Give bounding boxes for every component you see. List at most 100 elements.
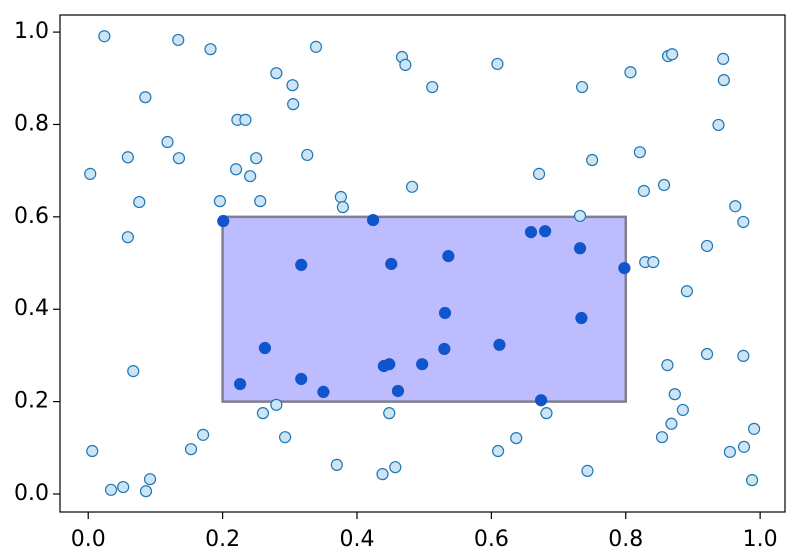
point (239, 113, 252, 126)
point (491, 57, 504, 71)
point (405, 180, 419, 193)
point (172, 33, 185, 47)
point (723, 445, 737, 459)
point (747, 422, 761, 435)
selected-point (438, 306, 452, 320)
point (121, 231, 134, 244)
point (532, 167, 546, 180)
point (270, 67, 283, 80)
point (389, 461, 402, 474)
selected-point (317, 385, 330, 399)
point (700, 239, 714, 253)
point (581, 464, 594, 477)
point (139, 485, 153, 498)
point (637, 184, 650, 198)
point (665, 417, 678, 430)
point (86, 444, 99, 458)
point (399, 58, 412, 71)
y-tick-label: 0.0 (14, 481, 49, 506)
point (143, 473, 157, 486)
point (278, 431, 292, 444)
point (334, 190, 347, 204)
x-tick-label: 0.8 (608, 527, 643, 552)
point (657, 178, 671, 192)
point (117, 480, 130, 494)
point (139, 91, 152, 104)
point (491, 444, 505, 458)
selected-point (367, 213, 380, 227)
point (84, 167, 97, 180)
selected-point (416, 358, 429, 371)
point (573, 209, 587, 223)
selected-point (295, 372, 308, 386)
point (133, 195, 146, 209)
point (98, 30, 111, 43)
point (254, 195, 267, 208)
point (655, 431, 669, 444)
point (680, 285, 693, 298)
x-tick-label: 1.0 (743, 527, 778, 552)
selected-point (575, 311, 588, 325)
point (426, 80, 439, 94)
point (250, 152, 263, 165)
point (204, 43, 217, 56)
selected-point (442, 250, 455, 263)
point (244, 170, 257, 183)
point (586, 153, 599, 167)
selected-point (295, 258, 308, 271)
y-tick-label: 0.2 (14, 389, 49, 414)
selection-rect (221, 215, 628, 403)
point (633, 146, 646, 159)
selected-point (438, 342, 451, 356)
point (172, 152, 186, 165)
point (104, 483, 118, 496)
x-tick-label: 0.4 (339, 527, 374, 552)
point (510, 431, 523, 445)
point (127, 365, 140, 378)
point (666, 48, 679, 61)
selected-point (618, 262, 631, 275)
point (213, 195, 227, 208)
point (229, 163, 243, 176)
point (745, 474, 759, 487)
point (668, 388, 681, 401)
point (717, 74, 730, 87)
point (121, 151, 134, 164)
point (737, 440, 751, 453)
point (161, 135, 174, 149)
selected-point (258, 341, 272, 355)
point (287, 98, 300, 111)
point (575, 80, 589, 94)
point (256, 407, 270, 420)
y-tick-label: 0.4 (14, 296, 49, 321)
point (712, 118, 725, 132)
point (737, 215, 750, 229)
point (270, 398, 283, 411)
y-tick-label: 1.0 (14, 19, 49, 44)
x-tick-label: 0.0 (71, 527, 106, 552)
point (197, 428, 210, 441)
point (383, 407, 396, 420)
x-tick-label: 0.2 (205, 527, 240, 552)
point (184, 443, 198, 456)
point (717, 52, 730, 65)
point (286, 79, 299, 92)
point (376, 468, 389, 481)
selected-point (383, 358, 396, 371)
y-tick-label: 0.8 (14, 111, 49, 136)
selected-point (233, 377, 247, 391)
point (540, 407, 553, 420)
selected-point (524, 225, 538, 239)
point (336, 201, 349, 214)
point (700, 347, 714, 361)
point (729, 200, 742, 213)
selected-point (534, 394, 548, 407)
selected-point (573, 242, 587, 255)
x-tick-label: 0.6 (474, 527, 509, 552)
point (309, 40, 323, 53)
point (301, 148, 314, 162)
plot-frame (59, 14, 786, 513)
point (737, 349, 750, 362)
selected-point (493, 338, 506, 351)
